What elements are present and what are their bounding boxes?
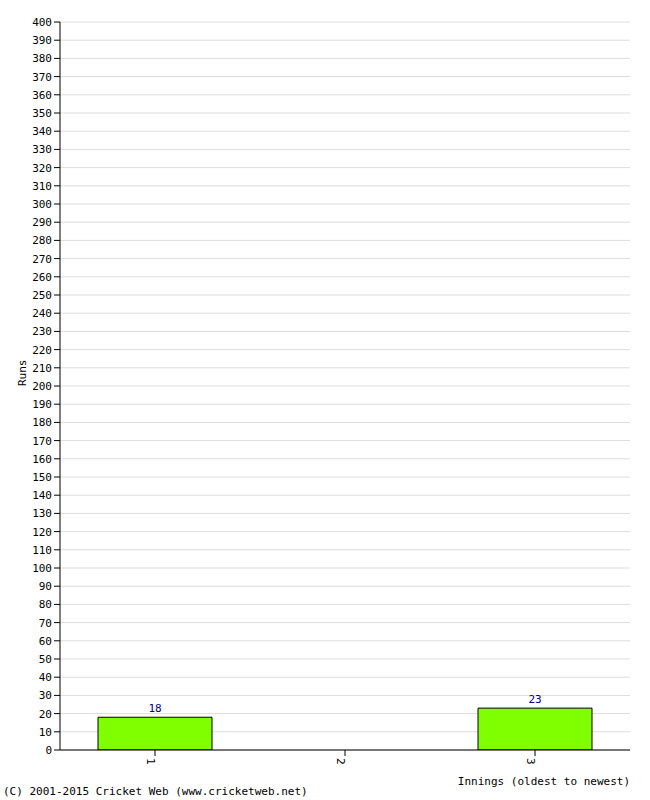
svg-text:160: 160 [32, 453, 52, 466]
svg-text:340: 340 [32, 125, 52, 138]
svg-text:100: 100 [32, 562, 52, 575]
svg-text:40: 40 [39, 671, 52, 684]
svg-text:280: 280 [32, 234, 52, 247]
svg-text:20: 20 [39, 708, 52, 721]
svg-text:180: 180 [32, 416, 52, 429]
svg-text:200: 200 [32, 380, 52, 393]
svg-text:Innings (oldest to newest): Innings (oldest to newest) [458, 775, 630, 788]
svg-text:130: 130 [32, 507, 52, 520]
svg-text:320: 320 [32, 162, 52, 175]
svg-text:290: 290 [32, 216, 52, 229]
svg-text:150: 150 [32, 471, 52, 484]
svg-text:360: 360 [32, 89, 52, 102]
svg-text:70: 70 [39, 617, 52, 630]
svg-text:250: 250 [32, 289, 52, 302]
svg-text:220: 220 [32, 344, 52, 357]
svg-text:50: 50 [39, 653, 52, 666]
svg-text:140: 140 [32, 489, 52, 502]
svg-text:120: 120 [32, 526, 52, 539]
svg-text:310: 310 [32, 180, 52, 193]
svg-text:390: 390 [32, 34, 52, 47]
svg-text:260: 260 [32, 271, 52, 284]
svg-text:3: 3 [524, 758, 537, 765]
svg-text:270: 270 [32, 253, 52, 266]
svg-text:2: 2 [334, 758, 347, 765]
svg-text:110: 110 [32, 544, 52, 557]
svg-text:370: 370 [32, 71, 52, 84]
svg-text:Runs: Runs [16, 360, 29, 387]
svg-text:400: 400 [32, 16, 52, 29]
svg-text:380: 380 [32, 52, 52, 65]
svg-text:90: 90 [39, 580, 52, 593]
svg-text:18: 18 [148, 702, 161, 715]
html-text:(C) 2001-2015 Cricket Web (www: (C) 2001-2015 Cricket Web (www.cricketwe… [3, 785, 308, 798]
svg-text:300: 300 [32, 198, 52, 211]
svg-text:170: 170 [32, 435, 52, 448]
svg-text:60: 60 [39, 635, 52, 648]
svg-text:23: 23 [528, 693, 541, 706]
svg-text:0: 0 [45, 744, 52, 757]
svg-text:30: 30 [39, 689, 52, 702]
svg-text:240: 240 [32, 307, 52, 320]
svg-text:80: 80 [39, 598, 52, 611]
svg-text:10: 10 [39, 726, 52, 739]
svg-text:190: 190 [32, 398, 52, 411]
svg-text:350: 350 [32, 107, 52, 120]
svg-text:210: 210 [32, 362, 52, 375]
svg-text:230: 230 [32, 325, 52, 338]
svg-text:330: 330 [32, 143, 52, 156]
svg-text:1: 1 [144, 758, 157, 765]
